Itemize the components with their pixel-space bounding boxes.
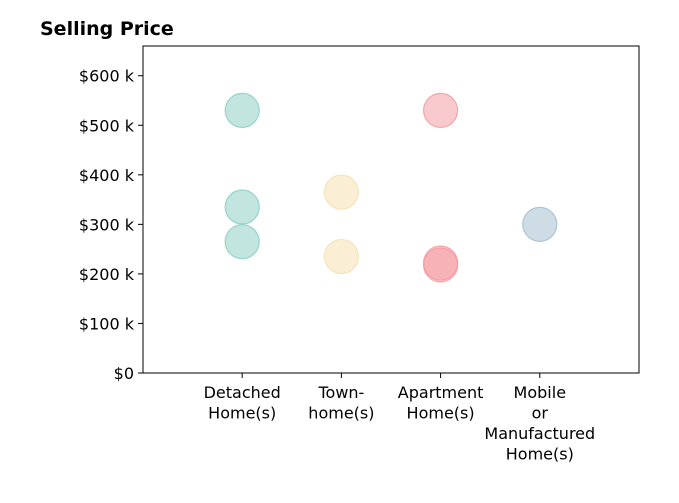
x-axis: Detached Home(s) Town-home(s) Apartment Home… bbox=[204, 373, 595, 464]
data-point bbox=[323, 174, 359, 210]
y-tick-label: $0 bbox=[114, 364, 134, 383]
x-tick-label: Town-home(s) bbox=[308, 383, 374, 423]
data-point bbox=[224, 224, 260, 260]
y-tick-label: $300 k bbox=[79, 215, 135, 234]
y-tick-label: $400 k bbox=[79, 166, 135, 185]
data-point bbox=[522, 206, 558, 242]
x-tick-label: Detached Home(s) bbox=[204, 383, 281, 423]
data-point bbox=[423, 247, 459, 283]
data-point bbox=[224, 189, 260, 225]
y-tick-label: $100 k bbox=[79, 314, 135, 333]
y-tick-label: $500 k bbox=[79, 116, 135, 135]
data-point bbox=[323, 238, 359, 275]
chart-title: Selling Price bbox=[40, 18, 174, 40]
y-tick-label: $600 k bbox=[79, 67, 135, 86]
plot-frame bbox=[142, 45, 640, 374]
data-point bbox=[224, 92, 260, 129]
y-axis: $0 $100 k $200 k $300 k $400 k $500 k $600 k bbox=[79, 67, 143, 383]
plot-area bbox=[224, 92, 558, 283]
x-tick-label: Apartment Home(s) bbox=[398, 383, 484, 423]
data-point bbox=[423, 92, 459, 129]
x-tick-label: Mobile or Manufactured Home(s) bbox=[484, 383, 595, 464]
y-tick-label: $200 k bbox=[79, 265, 135, 284]
